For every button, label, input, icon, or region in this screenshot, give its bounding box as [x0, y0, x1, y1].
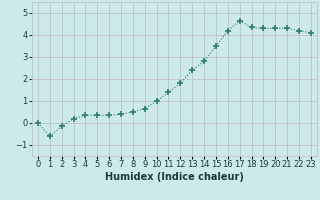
- X-axis label: Humidex (Indice chaleur): Humidex (Indice chaleur): [105, 172, 244, 182]
